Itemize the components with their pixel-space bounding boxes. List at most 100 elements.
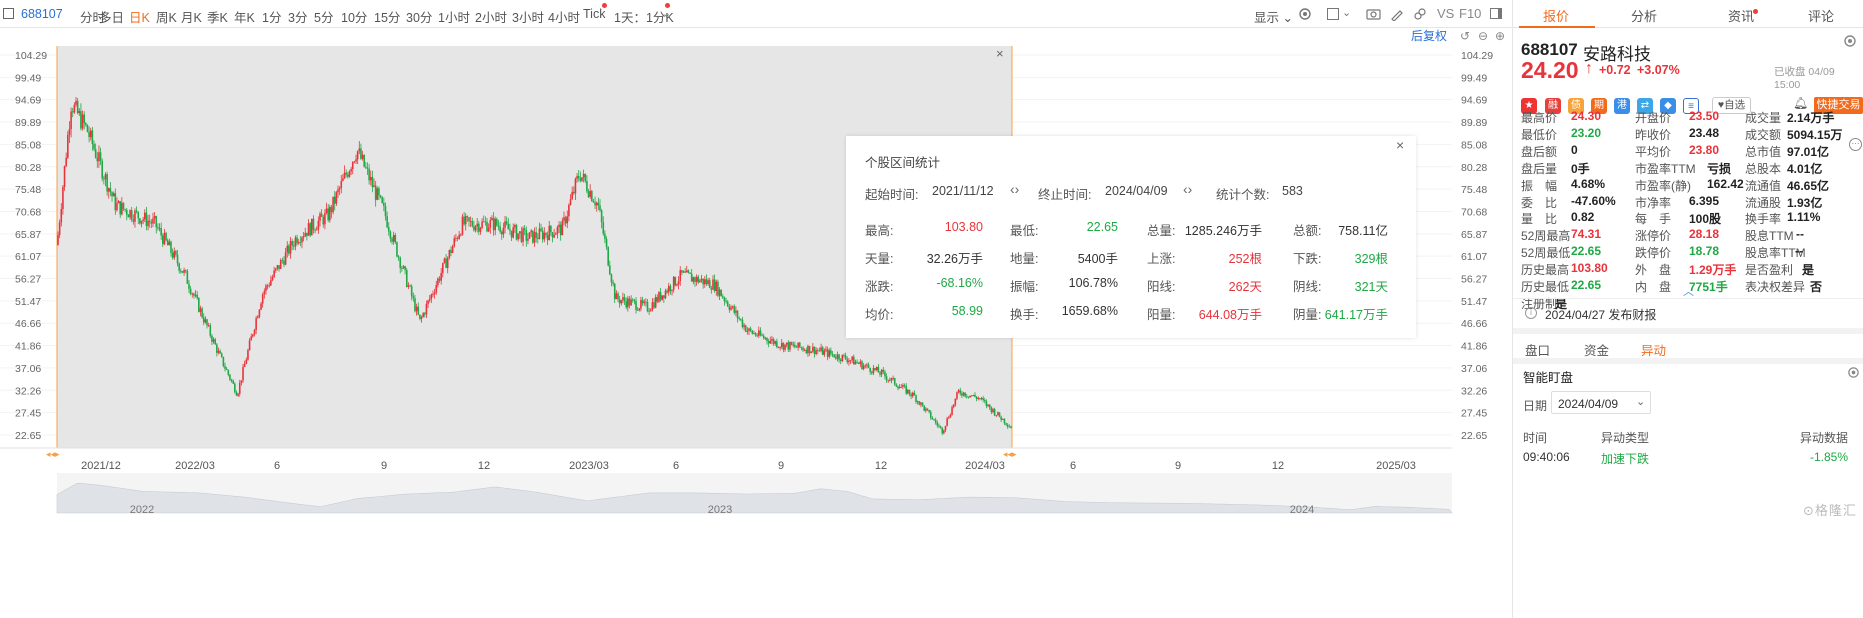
f10-button[interactable]: F10 [1459, 6, 1482, 21]
zoom-in-icon[interactable]: ⊕ [1495, 29, 1505, 43]
tag-icon[interactable]: ◆ [1660, 98, 1676, 114]
earnings-report-notice[interactable]: 2024/04/27 发布财报 [1545, 308, 1657, 322]
date-picker[interactable]: 2024/04/09 ⌄ [1551, 391, 1651, 414]
period-5[interactable]: 季K [207, 11, 228, 25]
period-11[interactable]: 15分 [374, 11, 401, 25]
period-17[interactable]: Tick [583, 7, 606, 21]
candle-body [350, 169, 352, 172]
start-date-stepper[interactable]: ‹› [1010, 181, 1020, 197]
shuffle-icon[interactable]: ⇄ [1637, 98, 1653, 114]
period-8[interactable]: 3分 [288, 11, 308, 25]
flag-icon[interactable]: ★ [1521, 98, 1537, 114]
start-date[interactable]: 2021/11/12 [932, 184, 994, 198]
settings-icon[interactable] [1298, 7, 1312, 21]
tab-3[interactable]: 评论 [1808, 9, 1835, 24]
y-tick-left: 75.48 [15, 184, 41, 196]
stock-code-link[interactable]: 688107 [21, 7, 63, 21]
candle-body [250, 336, 253, 341]
subtab-1[interactable]: 资金 [1584, 344, 1610, 358]
quote-value: 103.80 [1571, 261, 1608, 276]
period-4[interactable]: 月K [181, 11, 202, 25]
notes-icon[interactable]: ≡ [1683, 98, 1699, 114]
candle-body [532, 230, 534, 243]
subtab-2[interactable]: 异动 [1641, 344, 1667, 358]
link-icon[interactable] [1413, 7, 1427, 21]
candle-body [443, 258, 446, 263]
candle-body [628, 298, 631, 306]
candle-body [707, 280, 709, 284]
draw-icon[interactable] [1390, 7, 1404, 21]
period-6[interactable]: 年K [234, 11, 255, 25]
period-3[interactable]: 周K [156, 11, 177, 25]
range-close-button[interactable]: × [996, 46, 1004, 61]
quote-key: 市净率 [1635, 195, 1672, 210]
period-12[interactable]: 30分 [406, 11, 433, 25]
period-7[interactable]: 1分 [262, 11, 282, 25]
hk-icon[interactable]: 港 [1614, 98, 1630, 114]
period-13[interactable]: 1小时 [438, 11, 470, 25]
option-icon[interactable]: 期 [1591, 98, 1607, 114]
display-menu[interactable]: 显示 ⌄ [1254, 11, 1293, 25]
monitor-settings-icon[interactable] [1847, 366, 1860, 379]
range-start-handle[interactable] [46, 448, 64, 458]
end-date-stepper[interactable]: ‹› [1183, 181, 1193, 197]
candle-body [78, 111, 81, 114]
period-18[interactable]: 1天：1分K [614, 11, 674, 25]
tab-1[interactable]: 分析 [1631, 9, 1658, 24]
chevron-down-icon[interactable]: ⌄ [662, 8, 672, 20]
candle-body [193, 293, 195, 296]
restore-button[interactable]: 后复权 [1411, 29, 1447, 43]
gear-icon[interactable] [1843, 34, 1857, 48]
kline-chart[interactable]: ◂◂▸ ◂◂▸ × 104.29 99.49 94.69 89.89 85.08 80.2… [0, 28, 1512, 618]
camera-icon[interactable] [1366, 7, 1381, 21]
quick-trade-button[interactable]: 快捷交易 [1814, 97, 1863, 114]
candle-body [253, 329, 256, 335]
undo-icon[interactable]: ↺ [1460, 29, 1470, 43]
table-header: 时间 [1523, 431, 1548, 445]
bond-icon[interactable]: 债 [1568, 98, 1584, 114]
panel-toggle-icon[interactable] [3, 8, 14, 19]
navigator-year: 2023 [708, 504, 732, 516]
collapse-icon[interactable]: ︿ [1683, 286, 1694, 298]
candle-body [913, 392, 916, 396]
candle-body [879, 372, 881, 375]
tab-0[interactable]: 报价 [1543, 9, 1570, 24]
quote-key: 涨停价 [1635, 229, 1672, 244]
period-1[interactable]: 多日 [99, 11, 125, 25]
candle-body [152, 218, 154, 224]
candle-body [184, 270, 187, 272]
watchlist-button[interactable]: ♥自选 [1712, 97, 1751, 114]
margin-icon[interactable]: 融 [1545, 98, 1561, 114]
candle-body [753, 333, 755, 334]
period-2[interactable]: 日K [129, 11, 150, 25]
tab-2[interactable]: 资讯 [1728, 9, 1755, 24]
end-date[interactable]: 2024/04/09 [1105, 184, 1168, 198]
quote-value: 4.68% [1571, 176, 1606, 191]
chevron-down-icon[interactable]: ⌄ [1342, 7, 1352, 19]
candle-body [663, 295, 665, 299]
candle-body [68, 129, 71, 135]
bell-icon[interactable]: 🔔︎ [1793, 96, 1809, 110]
candle-body [780, 342, 783, 347]
zoom-out-icon[interactable]: ⊖ [1478, 29, 1488, 43]
range-end-handle-label[interactable]: ◂◂▸ [1003, 449, 1017, 459]
candle-body [286, 245, 289, 253]
table-cell-type[interactable]: 加速下跌 [1601, 452, 1650, 466]
period-0[interactable]: 分时 [80, 11, 106, 25]
period-14[interactable]: 2小时 [475, 11, 507, 25]
candlestick-series [57, 97, 1012, 436]
period-10[interactable]: 10分 [341, 11, 368, 25]
vs-button[interactable]: VS [1437, 6, 1455, 21]
subtab-0[interactable]: 盘口 [1525, 344, 1551, 358]
candle-body [918, 401, 921, 405]
period-15[interactable]: 3小时 [512, 11, 544, 25]
stats-close-button[interactable]: × [1396, 137, 1405, 153]
candle-body [504, 221, 506, 228]
quote-key: 委 比 [1521, 195, 1558, 210]
sidebar-toggle-icon[interactable] [1490, 8, 1502, 19]
more-info-icon[interactable]: ··· [1849, 138, 1862, 151]
period-16[interactable]: 4小时 [548, 11, 580, 25]
period-9[interactable]: 5分 [314, 11, 334, 25]
layout-icon[interactable] [1327, 8, 1339, 20]
candle-body [790, 342, 793, 345]
